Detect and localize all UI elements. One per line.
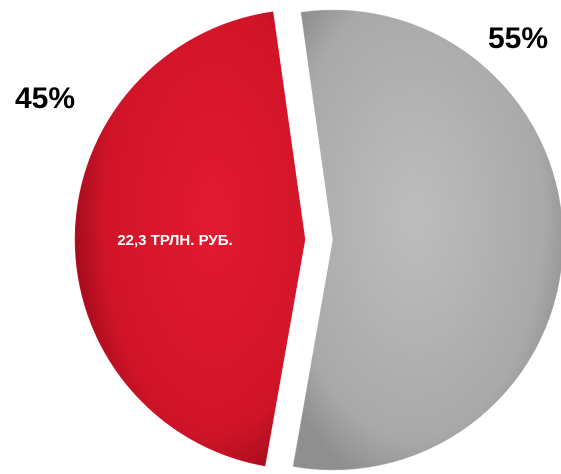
value-label: 45% [15,82,75,115]
pie-slice [292,9,561,471]
annotation: 22,3 ТРЛН. РУБ. [117,232,232,249]
value-label: 55% [488,22,548,55]
pie-slice [74,11,306,467]
